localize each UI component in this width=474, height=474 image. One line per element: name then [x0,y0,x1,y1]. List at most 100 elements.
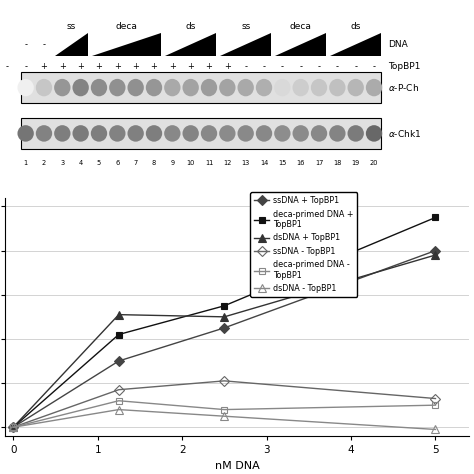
Ellipse shape [109,125,126,142]
Text: DNA: DNA [388,40,408,49]
Text: deca: deca [116,22,137,31]
Ellipse shape [18,79,34,96]
Ellipse shape [201,79,217,96]
Ellipse shape [347,125,364,142]
Ellipse shape [366,79,382,96]
Text: +: + [132,62,139,71]
Text: ss: ss [67,22,76,31]
Ellipse shape [128,79,144,96]
Ellipse shape [164,125,181,142]
Ellipse shape [292,125,309,142]
Text: +: + [59,62,66,71]
Text: -: - [354,62,357,71]
Text: $\alpha$-Chk1: $\alpha$-Chk1 [388,128,421,139]
Text: 11: 11 [205,160,213,166]
Polygon shape [55,33,88,56]
Text: +: + [114,62,121,71]
Ellipse shape [366,125,382,142]
Text: deca: deca [290,22,311,31]
X-axis label: nM DNA: nM DNA [215,461,259,471]
Ellipse shape [146,79,162,96]
Text: -: - [24,40,27,49]
Text: +: + [187,62,194,71]
Text: 8: 8 [152,160,156,166]
Text: 1: 1 [24,160,27,166]
Text: ds: ds [350,22,361,31]
Polygon shape [275,33,326,56]
Text: -: - [24,62,27,71]
Text: ds: ds [185,22,196,31]
Ellipse shape [292,79,309,96]
Ellipse shape [274,125,291,142]
Text: +: + [169,62,176,71]
Ellipse shape [347,79,364,96]
Ellipse shape [128,125,144,142]
Bar [21,118,381,149]
Ellipse shape [54,79,71,96]
Text: +: + [77,62,84,71]
Legend: ssDNA + TopBP1, deca-primed DNA +
TopBP1, dsDNA + TopBP1, ssDNA - TopBP1, deca-p: ssDNA + TopBP1, deca-primed DNA + TopBP1… [250,192,357,297]
Ellipse shape [36,79,52,96]
Text: -: - [281,62,284,71]
Text: 19: 19 [352,160,360,166]
Ellipse shape [54,125,71,142]
Text: 14: 14 [260,160,268,166]
Ellipse shape [256,79,272,96]
Text: 12: 12 [223,160,231,166]
Text: $\alpha$-P-Ch: $\alpha$-P-Ch [388,82,419,93]
Text: ss: ss [241,22,250,31]
Ellipse shape [73,79,89,96]
Ellipse shape [311,79,327,96]
Ellipse shape [91,79,107,96]
Text: +: + [96,62,102,71]
Bar [21,72,381,103]
Text: TopBP1: TopBP1 [388,62,420,71]
Ellipse shape [274,79,291,96]
Text: 16: 16 [297,160,305,166]
Text: -: - [318,62,320,71]
Ellipse shape [182,79,199,96]
Text: -: - [336,62,339,71]
Text: 9: 9 [170,160,174,166]
Text: 4: 4 [79,160,83,166]
Text: -: - [244,62,247,71]
Ellipse shape [329,125,346,142]
Text: -: - [373,62,375,71]
Text: 13: 13 [242,160,250,166]
Ellipse shape [256,125,272,142]
Ellipse shape [109,79,126,96]
Text: 17: 17 [315,160,323,166]
Text: +: + [224,62,231,71]
Ellipse shape [329,79,346,96]
Ellipse shape [311,125,327,142]
Text: 15: 15 [278,160,287,166]
Text: -: - [43,40,46,49]
Text: -: - [263,62,265,71]
Ellipse shape [146,125,162,142]
Ellipse shape [73,125,89,142]
Ellipse shape [36,125,52,142]
Text: 18: 18 [333,160,342,166]
Ellipse shape [18,125,34,142]
Ellipse shape [182,125,199,142]
Ellipse shape [237,125,254,142]
Text: 6: 6 [115,160,119,166]
Text: 2: 2 [42,160,46,166]
Text: +: + [151,62,157,71]
Text: 7: 7 [134,160,138,166]
Ellipse shape [219,125,236,142]
Polygon shape [92,33,161,56]
Ellipse shape [237,79,254,96]
Text: 3: 3 [60,160,64,166]
Text: +: + [206,62,212,71]
Polygon shape [165,33,216,56]
Ellipse shape [164,79,181,96]
Text: 20: 20 [370,160,378,166]
Polygon shape [220,33,271,56]
Text: -: - [6,62,9,71]
Text: +: + [41,62,47,71]
Text: 5: 5 [97,160,101,166]
Ellipse shape [201,125,217,142]
Ellipse shape [91,125,107,142]
Ellipse shape [219,79,236,96]
